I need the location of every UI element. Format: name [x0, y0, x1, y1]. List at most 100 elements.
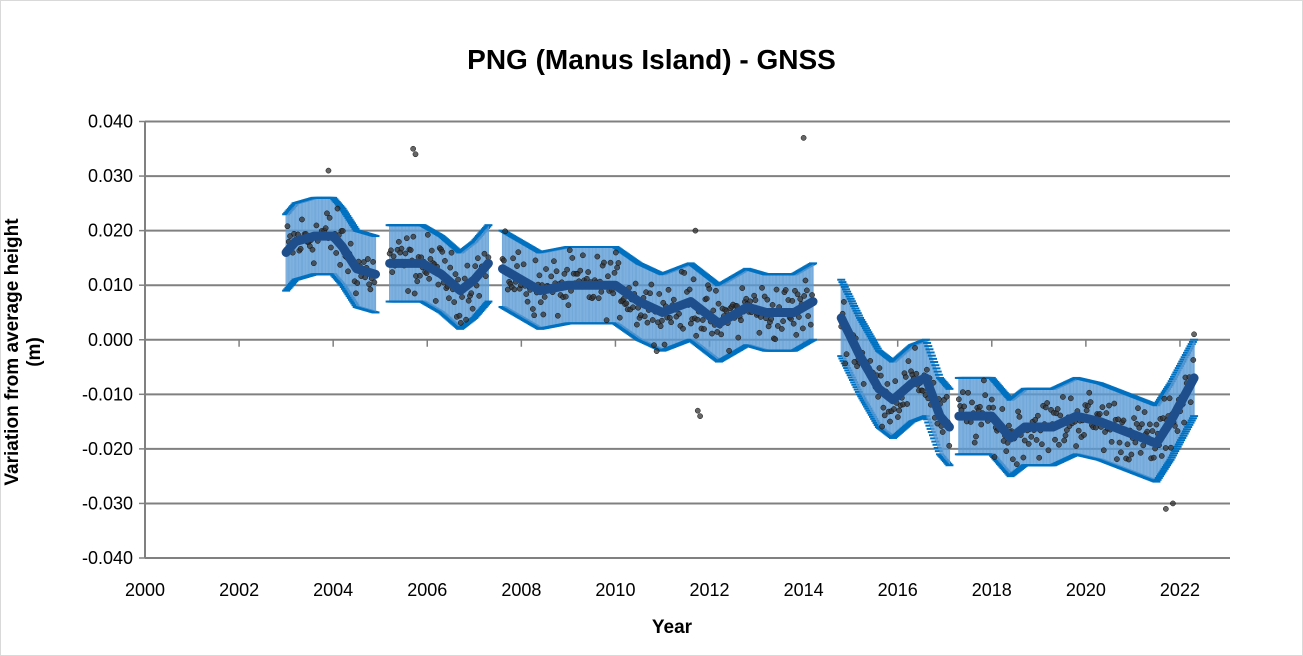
data-point: [543, 266, 549, 272]
data-point: [515, 249, 522, 255]
data-point: [1114, 456, 1120, 463]
data-point: [551, 258, 557, 265]
data-point: [310, 260, 317, 267]
data-point: [1146, 421, 1153, 428]
data-point: [939, 429, 946, 435]
data-point: [615, 260, 622, 266]
data-point: [464, 262, 471, 269]
data-point: [841, 299, 847, 305]
data-point: [1137, 449, 1144, 456]
data-point: [703, 295, 710, 302]
data-point: [699, 317, 706, 323]
data-point: [943, 393, 950, 400]
data-point: [892, 378, 899, 384]
data-point: [410, 233, 417, 240]
data-point: [448, 249, 455, 256]
y-tick-label: 0.040: [88, 112, 133, 132]
data-point: [562, 293, 569, 300]
data-point: [1092, 424, 1099, 431]
data-point: [411, 290, 418, 297]
data-point: [446, 295, 452, 302]
data-point: [590, 293, 597, 300]
data-point: [328, 244, 334, 251]
data-point: [1086, 389, 1093, 396]
data-point: [309, 246, 316, 253]
data-point: [959, 389, 966, 395]
x-tick-label: 2012: [689, 580, 729, 600]
data-point: [502, 228, 509, 235]
data-point: [778, 326, 785, 332]
data-point: [718, 331, 725, 338]
data-point: [354, 280, 361, 286]
data-point: [435, 281, 442, 288]
data-point: [360, 259, 367, 265]
trend-line: [385, 258, 493, 296]
data-point: [395, 238, 402, 245]
data-point: [565, 302, 572, 308]
data-point: [366, 281, 372, 288]
data-point: [1106, 402, 1112, 409]
x-axis-label: Year: [651, 617, 693, 638]
data-point: [414, 278, 421, 285]
data-point: [965, 389, 971, 396]
data-point: [442, 257, 448, 264]
data-point: [1128, 451, 1135, 458]
data-point: [1190, 357, 1197, 363]
data-point: [634, 321, 640, 328]
data-point: [465, 297, 472, 304]
data-point: [780, 318, 786, 325]
data-point: [1062, 432, 1069, 439]
data-point: [802, 277, 809, 284]
data-point: [529, 306, 536, 312]
data-point: [800, 325, 806, 332]
data-point: [801, 293, 808, 299]
data-point: [313, 222, 320, 229]
data-point: [743, 295, 750, 302]
data-point: [773, 286, 780, 293]
data-point: [1045, 447, 1052, 454]
data-point: [710, 307, 717, 314]
data-point: [693, 332, 700, 339]
data-point: [353, 290, 359, 297]
data-point: [476, 293, 483, 299]
data-point: [1021, 437, 1028, 444]
data-point: [548, 273, 555, 280]
data-point: [555, 312, 561, 319]
data-point: [895, 414, 901, 420]
data-point: [500, 257, 507, 264]
chart-title: PNG (Manus Island) - GNSS: [467, 44, 836, 75]
data-point: [407, 247, 414, 253]
data-point: [1044, 400, 1050, 406]
data-point: [510, 255, 516, 262]
data-point: [809, 292, 815, 298]
data-point-outlier: [692, 227, 699, 234]
data-point: [768, 316, 775, 322]
data-point: [389, 269, 396, 275]
data-point: [1052, 436, 1058, 443]
data-point: [371, 279, 378, 286]
data-point: [1103, 410, 1110, 416]
data-point: [553, 268, 560, 275]
data-point: [426, 275, 432, 282]
data-point: [447, 264, 454, 271]
data-point: [726, 347, 732, 354]
data-point: [991, 454, 998, 460]
data-point: [1111, 400, 1118, 407]
data-point: [1003, 448, 1010, 455]
data-point: [752, 297, 759, 303]
y-tick-label: -0.010: [82, 384, 133, 404]
data-point: [1158, 453, 1165, 459]
data-point: [690, 276, 697, 283]
data-point: [1116, 439, 1123, 446]
data-point: [769, 302, 776, 308]
data-point: [566, 247, 573, 254]
data-point: [651, 342, 657, 349]
data-point: [531, 312, 537, 319]
data-point: [641, 313, 648, 320]
x-tick-label: 2010: [595, 580, 635, 600]
data-point: [451, 299, 458, 305]
data-point: [1036, 454, 1043, 461]
data-point-outlier: [1162, 506, 1169, 512]
data-point: [1087, 399, 1094, 405]
